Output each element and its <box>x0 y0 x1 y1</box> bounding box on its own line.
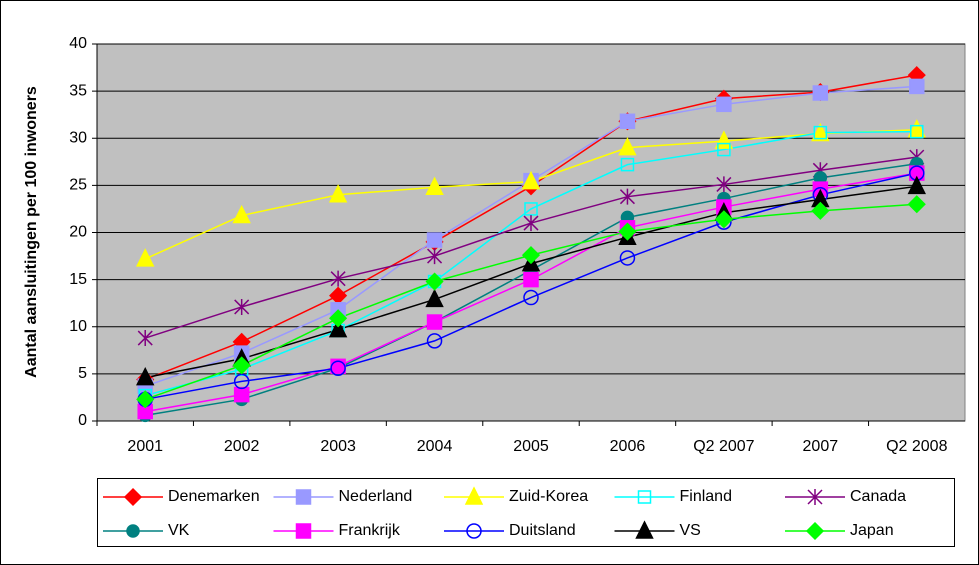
marker <box>811 201 830 220</box>
marker <box>907 195 926 214</box>
x-tick-label: 2005 <box>513 438 549 455</box>
marker <box>426 232 443 248</box>
x-tick-label: 2007 <box>803 438 839 455</box>
marker <box>618 222 637 241</box>
marker <box>427 248 443 265</box>
y-tick-label: 35 <box>69 82 87 99</box>
marker <box>716 176 732 193</box>
marker <box>426 333 443 349</box>
marker <box>909 78 925 95</box>
marker <box>618 136 637 156</box>
y-tick-label: 25 <box>69 177 87 194</box>
y-axis-label: Aantal aansluitingen per 100 inwoners <box>23 86 40 378</box>
marker <box>717 142 731 157</box>
x-tick-label: 2006 <box>610 438 646 455</box>
legend-marker <box>637 490 652 504</box>
legend-marker <box>464 486 484 505</box>
marker <box>328 184 348 203</box>
x-tick-label: 2003 <box>320 438 356 455</box>
marker <box>910 124 924 139</box>
marker <box>523 289 539 306</box>
marker <box>234 298 250 315</box>
y-tick-label: 40 <box>69 35 87 52</box>
y-tick-label: 15 <box>69 271 87 288</box>
marker <box>619 113 636 130</box>
marker <box>136 390 155 409</box>
marker <box>233 386 250 403</box>
legend-marker <box>295 489 312 505</box>
marker <box>813 125 828 140</box>
marker <box>523 215 539 232</box>
y-tick-label: 0 <box>78 412 87 429</box>
marker <box>426 314 443 330</box>
legend-label: Duitsland <box>509 522 576 539</box>
marker <box>232 356 251 375</box>
y-tick-label: 20 <box>69 224 87 241</box>
marker <box>714 210 733 229</box>
legend-marker <box>466 523 482 539</box>
legend-marker <box>805 521 825 541</box>
marker <box>521 246 541 265</box>
legend-marker <box>123 487 143 507</box>
marker <box>328 318 348 338</box>
marker <box>619 250 636 266</box>
marker <box>907 119 926 138</box>
marker <box>523 271 539 288</box>
marker <box>330 270 346 287</box>
legend-label: Denemarken <box>168 488 260 505</box>
x-tick-label: Q2 2007 <box>693 438 754 455</box>
marker <box>812 85 829 101</box>
marker <box>425 272 444 291</box>
marker <box>136 248 155 267</box>
series-line <box>145 130 917 397</box>
legend-label: Canada <box>850 488 906 505</box>
legend-label: Frankrijk <box>339 522 401 539</box>
legend-marker <box>807 489 823 505</box>
legend-label: Japan <box>850 522 894 539</box>
y-tick-label: 5 <box>78 365 87 382</box>
marker <box>425 176 444 196</box>
marker <box>329 309 348 328</box>
marker <box>716 96 732 113</box>
marker <box>330 360 346 376</box>
x-tick-label: 2002 <box>224 438 260 455</box>
marker <box>620 157 635 172</box>
legend-label: Nederland <box>339 488 413 505</box>
y-tick-label: 10 <box>69 318 87 335</box>
marker <box>524 202 538 216</box>
marker <box>521 170 541 190</box>
legend-marker <box>295 523 312 539</box>
marker <box>425 288 444 308</box>
marker <box>811 122 830 142</box>
y-tick-label: 30 <box>69 129 87 146</box>
legend-label: Zuid-Korea <box>509 488 588 505</box>
x-tick-label: Q2 2008 <box>886 438 947 455</box>
legend-marker <box>126 524 140 538</box>
marker <box>136 366 155 386</box>
legend-label: VS <box>680 522 701 539</box>
legend-marker <box>635 520 654 539</box>
x-tick-label: 2004 <box>417 438 453 455</box>
marker <box>232 204 251 224</box>
marker <box>137 330 153 347</box>
legend-label: VK <box>168 522 190 539</box>
marker <box>619 188 635 205</box>
x-tick-label: 2001 <box>127 438 163 455</box>
marker <box>907 175 926 195</box>
legend-label: Finland <box>680 488 732 505</box>
